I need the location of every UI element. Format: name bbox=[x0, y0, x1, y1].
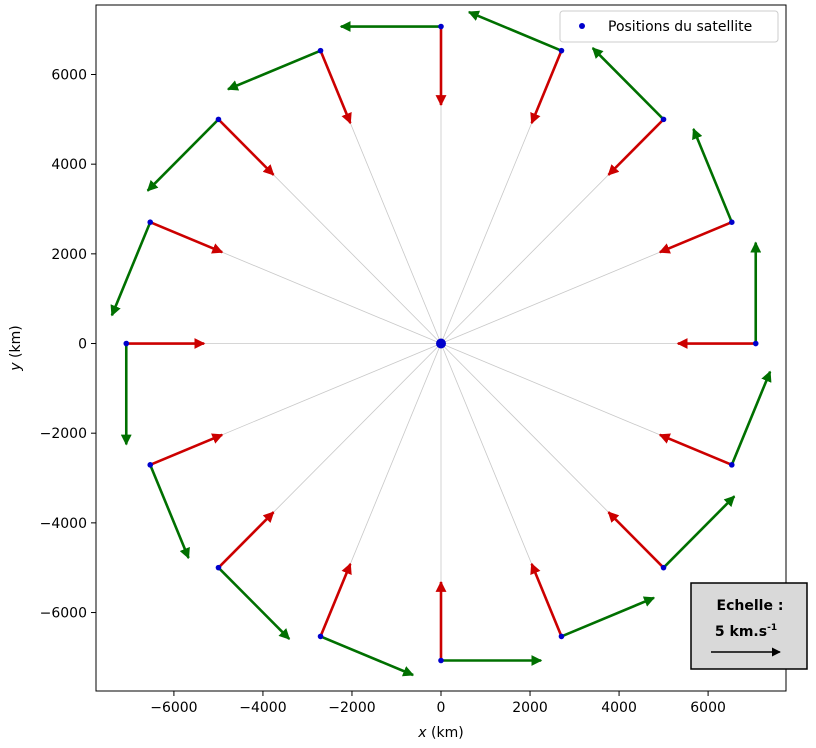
position-point-12 bbox=[438, 657, 444, 664]
x-tick-label-5: 4000 bbox=[601, 700, 637, 716]
legend-box bbox=[559, 10, 779, 43]
position-point-15 bbox=[728, 462, 735, 468]
position-point-0 bbox=[752, 340, 759, 347]
velocity-vectors bbox=[110, 10, 772, 677]
position-point-9 bbox=[147, 462, 154, 468]
y-tick-label-2: −2000 bbox=[40, 426, 87, 442]
acceleration-arrow-5 bbox=[319, 50, 352, 125]
acceleration-arrow-6 bbox=[217, 118, 275, 176]
legend-label: Positions du satellite bbox=[608, 19, 752, 35]
position-point-4 bbox=[438, 23, 444, 30]
x-tick-label-0: −6000 bbox=[150, 700, 197, 716]
acceleration-arrow-10 bbox=[217, 511, 275, 569]
satellite-positions bbox=[123, 23, 759, 664]
x-axis-ticks: −6000 −4000 −2000 0 2000 4000 6000 bbox=[150, 691, 726, 716]
scale-box: Echelle : 5 km.s-1 bbox=[690, 582, 808, 670]
position-point-6 bbox=[215, 116, 222, 123]
velocity-arrow-2 bbox=[591, 47, 665, 121]
velocity-arrow-14 bbox=[662, 495, 736, 569]
y-tick-label-5: 4000 bbox=[51, 157, 87, 173]
x-tick-label-2: −2000 bbox=[328, 700, 375, 716]
position-point-5 bbox=[317, 47, 324, 54]
velocity-arrow-5 bbox=[226, 49, 322, 91]
position-point-10 bbox=[215, 564, 222, 571]
legend-marker bbox=[579, 23, 585, 29]
x-axis-label: x (km) bbox=[417, 725, 463, 741]
central-body bbox=[436, 338, 446, 349]
y-tick-label-3: 0 bbox=[78, 337, 87, 353]
y-tick-label-6: 6000 bbox=[51, 67, 87, 83]
scale-box-frame bbox=[690, 582, 808, 670]
scale-value: 5 km.s-1 bbox=[715, 623, 777, 640]
acceleration-arrow-2 bbox=[607, 118, 665, 176]
acceleration-arrow-11 bbox=[319, 562, 352, 637]
acceleration-arrow-14 bbox=[607, 511, 665, 569]
acceleration-arrow-9 bbox=[149, 433, 224, 467]
acceleration-vectors bbox=[126, 26, 756, 661]
velocity-arrow-13 bbox=[560, 596, 656, 638]
x-tick-label-4: 2000 bbox=[512, 700, 548, 716]
velocity-arrow-6 bbox=[146, 118, 220, 192]
x-tick-label-6: 6000 bbox=[690, 700, 726, 716]
position-point-14 bbox=[660, 564, 667, 571]
legend: Positions du satellite bbox=[559, 10, 779, 43]
velocity-arrow-1 bbox=[692, 127, 733, 223]
position-point-7 bbox=[147, 219, 154, 225]
position-point-8 bbox=[123, 340, 130, 347]
y-axis-label: y (km) bbox=[8, 325, 24, 371]
y-tick-label-1: −4000 bbox=[40, 516, 87, 532]
y-tick-label-0: −6000 bbox=[40, 606, 87, 622]
acceleration-arrow-3 bbox=[530, 50, 563, 125]
acceleration-arrow-15 bbox=[658, 433, 733, 467]
acceleration-arrow-7 bbox=[149, 220, 224, 254]
x-tick-label-1: −4000 bbox=[239, 700, 286, 716]
acceleration-arrow-13 bbox=[530, 562, 563, 637]
velocity-arrow-9 bbox=[149, 464, 190, 560]
scale-title: Echelle : bbox=[717, 598, 784, 614]
position-point-1 bbox=[728, 219, 735, 225]
velocity-arrow-7 bbox=[110, 221, 152, 317]
position-point-11 bbox=[317, 633, 324, 640]
y-axis-ticks: −6000 −4000 −2000 0 2000 4000 6000 bbox=[40, 67, 96, 622]
x-tick-label-3: 0 bbox=[437, 700, 446, 716]
position-point-3 bbox=[558, 47, 565, 54]
acceleration-arrow-1 bbox=[658, 220, 733, 254]
position-point-2 bbox=[660, 116, 667, 123]
velocity-arrow-10 bbox=[217, 566, 291, 640]
velocity-arrow-3 bbox=[467, 10, 562, 52]
velocity-arrow-15 bbox=[730, 370, 772, 466]
y-tick-label-4: 2000 bbox=[51, 247, 87, 263]
position-point-13 bbox=[558, 633, 565, 640]
velocity-arrow-11 bbox=[320, 635, 415, 677]
